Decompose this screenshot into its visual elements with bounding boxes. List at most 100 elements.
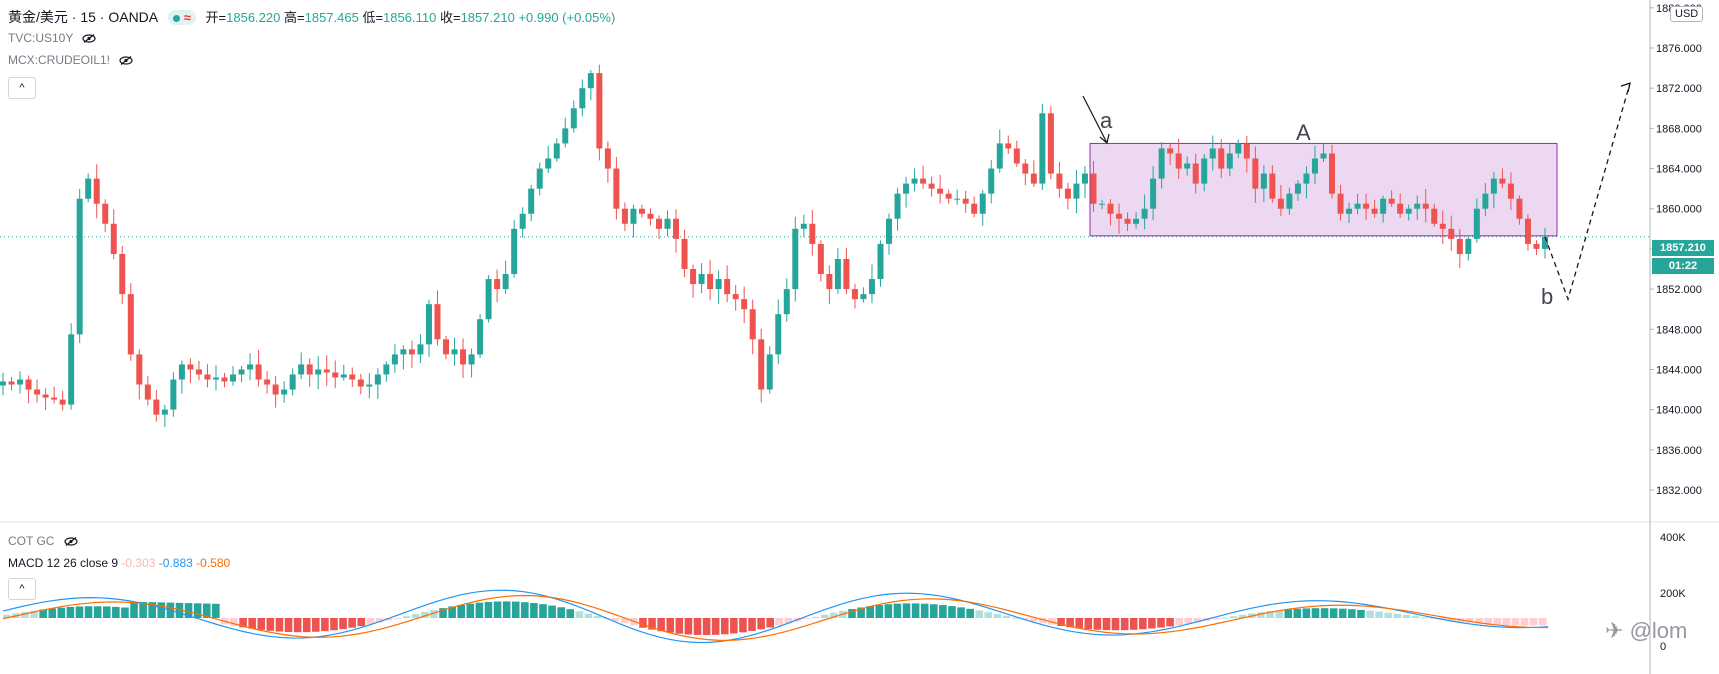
macd-histogram-bar	[157, 602, 166, 618]
macd-histogram-bar	[1411, 616, 1420, 618]
candle	[1013, 140, 1020, 167]
macd-histogram-bar	[648, 618, 656, 630]
candle	[1456, 228, 1463, 268]
macd-histogram-bar	[1275, 610, 1283, 618]
macd-histogram-bar	[1338, 608, 1347, 618]
macd-histogram-bar	[1020, 618, 1029, 620]
countdown-tag: 01:22	[1652, 258, 1714, 274]
collapse-indicators-button[interactable]: ^	[8, 578, 36, 600]
price-tick-label: 1844.000	[1656, 364, 1702, 376]
candle	[1533, 240, 1540, 256]
candle	[1201, 153, 1208, 192]
macd-legend[interactable]: MACD 12 26 close 9 -0.303 -0.883 -0.580	[8, 556, 230, 570]
macd-histogram-bar	[566, 609, 575, 618]
candle	[195, 360, 202, 381]
candle	[698, 263, 705, 294]
collapse-overlays-button[interactable]: ^	[8, 77, 36, 99]
wave-label-A: A	[1296, 120, 1311, 145]
candle	[425, 299, 432, 357]
candle	[1303, 166, 1310, 199]
hidden-eye-icon[interactable]	[119, 56, 133, 66]
candle	[962, 190, 969, 213]
candle	[988, 160, 995, 204]
macd-histogram-bar	[1075, 618, 1083, 629]
macd-histogram-bar	[1084, 618, 1093, 630]
candle	[460, 338, 467, 378]
macd-histogram-bar	[957, 607, 965, 618]
candle	[817, 240, 824, 282]
macd-histogram-bar	[1257, 612, 1265, 618]
candle	[1158, 142, 1165, 189]
hidden-eye-icon[interactable]	[64, 537, 78, 547]
candle	[1107, 199, 1114, 226]
candle	[170, 372, 177, 417]
candle	[1226, 143, 1233, 177]
candle	[1167, 143, 1174, 166]
macd-histogram-bar	[975, 610, 984, 618]
price-tick-label: 1876.000	[1656, 43, 1702, 55]
arrow-head-icon	[1620, 82, 1631, 93]
macd-histogram-bar	[984, 612, 993, 618]
macd-histogram-bar	[502, 601, 511, 618]
macd-histogram-bar	[1311, 608, 1320, 618]
candle	[741, 286, 748, 324]
candle	[127, 283, 134, 361]
candle	[76, 188, 83, 344]
watermark: ✈ @lom	[1605, 618, 1687, 644]
macd-histogram-bar	[1093, 618, 1102, 630]
candle	[1431, 203, 1438, 227]
candle	[707, 260, 714, 301]
candle	[1414, 195, 1421, 220]
macd-histogram-bar	[266, 618, 275, 631]
price-tick-label: 1836.000	[1656, 445, 1702, 457]
candle	[562, 117, 569, 148]
candle	[1218, 139, 1225, 178]
macd-histogram-bar	[193, 603, 202, 618]
indicator-cot[interactable]: COT GC	[8, 534, 78, 548]
candle	[749, 299, 756, 355]
macd-histogram-bar	[3, 614, 11, 618]
macd-histogram-bar	[357, 618, 366, 627]
market-open-dot-icon	[172, 15, 180, 23]
macd-histogram-bar	[511, 601, 520, 618]
macd-histogram-bar	[21, 611, 29, 618]
market-status-badge[interactable]: ≈	[167, 10, 196, 25]
macd-histogram-bar	[121, 607, 129, 618]
macd-histogram-bar	[784, 618, 793, 624]
macd-histogram-bar	[421, 612, 429, 618]
candle	[502, 260, 509, 294]
currency-badge[interactable]: USD	[1670, 6, 1704, 22]
candle	[204, 364, 211, 388]
candle	[1116, 203, 1123, 234]
macd-histogram-bar	[1348, 609, 1356, 618]
macd-histogram-bar	[393, 618, 402, 619]
symbol-title[interactable]: 黄金/美元 · 15 · OANDA	[8, 9, 159, 25]
candle	[374, 368, 381, 400]
low-label: 低	[362, 10, 376, 25]
candle	[758, 328, 765, 403]
candle	[255, 349, 262, 387]
macd-histogram-bar	[911, 603, 920, 618]
candle	[1252, 146, 1259, 203]
candle	[1192, 153, 1199, 194]
candle	[1516, 195, 1523, 225]
macd-signal-value: -0.580	[196, 556, 231, 570]
macd-histogram-bar	[302, 618, 311, 633]
macd-histogram-bar	[402, 616, 411, 618]
macd-histogram-bar	[757, 618, 765, 630]
candle	[860, 287, 867, 303]
wave-label-b: b	[1541, 284, 1553, 309]
candle	[230, 366, 237, 386]
candle	[1473, 198, 1480, 243]
candle	[221, 372, 228, 388]
candle	[1133, 211, 1140, 229]
candle	[212, 365, 219, 391]
overlay-mcx[interactable]: MCX:CRUDEOIL1!	[8, 53, 133, 67]
macd-histogram-bar	[93, 606, 102, 618]
macd-histogram-bar	[593, 615, 602, 618]
candle	[1294, 179, 1301, 201]
macd-histogram-bar	[966, 608, 974, 618]
hidden-eye-icon[interactable]	[82, 34, 97, 44]
overlay-tvc[interactable]: TVC:US10Y	[8, 31, 97, 45]
